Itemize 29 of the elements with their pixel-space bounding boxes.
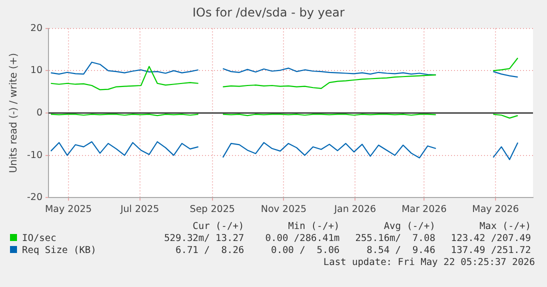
x-tick-label: Mar 2026 xyxy=(402,204,447,215)
text: Avg (-/+) xyxy=(382,221,436,233)
y-tick-label: 0 xyxy=(36,107,43,118)
x-tick-label: Jan 2026 xyxy=(333,204,376,215)
text: Max (-/+) xyxy=(478,221,532,233)
y-tick-label: -20 xyxy=(26,192,43,204)
text: 6.71 / 8.26 xyxy=(174,245,246,257)
text: Last update: Fri May 22 05:25:37 2026 xyxy=(322,257,535,269)
chart-title: IOs for /dev/sda - by year xyxy=(192,5,345,20)
text: 529.32m/ 13.27 xyxy=(163,233,246,245)
text: Min (-/+) xyxy=(287,221,341,233)
text: 8.54 / 9.46 xyxy=(366,245,436,257)
x-tick-label: May 2026 xyxy=(472,204,519,215)
legend-label: Req Size (KB) xyxy=(21,245,98,257)
y-tick-label: 10 xyxy=(30,65,43,76)
text: 137.49 /251.72 xyxy=(450,245,532,257)
x-tick-label: May 2025 xyxy=(44,204,92,215)
text: 255.16m/ 7.08 xyxy=(354,233,436,245)
text: 0.00 / 5.06 xyxy=(270,245,341,257)
x-tick-label: Nov 2025 xyxy=(260,204,307,215)
x-tick-label: Jul 2025 xyxy=(119,204,160,215)
y-tick-label: -10 xyxy=(26,150,43,161)
text: 123.42 /207.49 xyxy=(450,233,532,245)
text: Cur (-/+) xyxy=(192,221,246,233)
text: 0.00 /286.41m xyxy=(264,233,341,245)
y-axis-title: Units read (-) / write (+) xyxy=(8,52,20,174)
y-tick-label: 20 xyxy=(30,22,43,34)
legend-label: IO/sec xyxy=(21,233,58,245)
x-tick-label: Sep 2025 xyxy=(190,204,235,215)
